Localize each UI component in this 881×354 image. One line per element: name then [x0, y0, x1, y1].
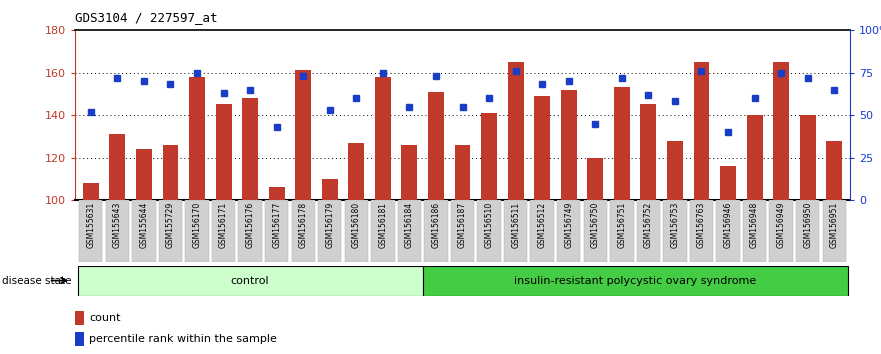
Bar: [216, 104, 232, 200]
Text: GSM156949: GSM156949: [777, 202, 786, 248]
Bar: [746, 115, 763, 200]
Bar: [159, 200, 182, 262]
Text: GSM156512: GSM156512: [537, 202, 547, 248]
Bar: [720, 166, 736, 200]
Text: GSM155729: GSM155729: [166, 202, 175, 248]
Bar: [292, 200, 315, 262]
Bar: [425, 200, 448, 262]
Bar: [344, 200, 368, 262]
Bar: [611, 200, 633, 262]
Bar: [318, 200, 342, 262]
Text: GSM156511: GSM156511: [511, 202, 520, 248]
Bar: [322, 179, 337, 200]
Text: GSM155631: GSM155631: [86, 202, 95, 248]
Bar: [583, 200, 607, 262]
Text: GSM156170: GSM156170: [193, 202, 202, 248]
Bar: [189, 77, 205, 200]
Text: GSM156749: GSM156749: [564, 202, 574, 248]
Bar: [375, 77, 391, 200]
Bar: [185, 200, 209, 262]
Bar: [693, 62, 709, 200]
Bar: [423, 266, 848, 296]
Bar: [79, 200, 102, 262]
Text: GSM156186: GSM156186: [432, 202, 440, 248]
Bar: [451, 200, 474, 262]
Bar: [78, 266, 423, 296]
Text: GDS3104 / 227597_at: GDS3104 / 227597_at: [75, 11, 218, 24]
Text: GSM156750: GSM156750: [591, 202, 600, 248]
Text: GSM156187: GSM156187: [458, 202, 467, 248]
Text: GSM155644: GSM155644: [139, 202, 148, 248]
Text: GSM156176: GSM156176: [246, 202, 255, 248]
Text: GSM156948: GSM156948: [750, 202, 759, 248]
Text: GSM156946: GSM156946: [723, 202, 732, 248]
Bar: [239, 200, 262, 262]
Bar: [109, 134, 125, 200]
Bar: [530, 200, 554, 262]
Text: control: control: [231, 275, 270, 286]
Text: GSM156510: GSM156510: [485, 202, 493, 248]
Bar: [743, 200, 766, 262]
Text: GSM156752: GSM156752: [644, 202, 653, 248]
Bar: [507, 62, 523, 200]
Bar: [265, 200, 288, 262]
Bar: [162, 145, 179, 200]
Bar: [769, 200, 793, 262]
Bar: [667, 141, 683, 200]
Bar: [397, 200, 421, 262]
Text: GSM156171: GSM156171: [219, 202, 228, 248]
Bar: [663, 200, 686, 262]
Bar: [557, 200, 581, 262]
Bar: [504, 200, 528, 262]
Bar: [800, 115, 816, 200]
Bar: [348, 143, 364, 200]
Bar: [75, 312, 84, 325]
Text: GSM156763: GSM156763: [697, 202, 706, 248]
Text: disease state: disease state: [2, 275, 71, 286]
Bar: [371, 200, 395, 262]
Bar: [136, 149, 152, 200]
Text: GSM156751: GSM156751: [618, 202, 626, 248]
Bar: [242, 98, 258, 200]
Bar: [716, 200, 740, 262]
Text: GSM156951: GSM156951: [830, 202, 839, 248]
Text: GSM156178: GSM156178: [299, 202, 307, 248]
Text: GSM156181: GSM156181: [378, 202, 388, 248]
Bar: [402, 145, 418, 200]
Text: GSM156180: GSM156180: [352, 202, 361, 248]
Text: GSM156950: GSM156950: [803, 202, 812, 248]
Bar: [826, 141, 842, 200]
Bar: [75, 332, 84, 346]
Bar: [588, 158, 603, 200]
Bar: [478, 200, 500, 262]
Bar: [83, 183, 99, 200]
Bar: [561, 90, 577, 200]
Bar: [637, 200, 660, 262]
Bar: [295, 70, 311, 200]
Bar: [269, 187, 285, 200]
Bar: [796, 200, 819, 262]
Bar: [614, 87, 630, 200]
Bar: [106, 200, 129, 262]
Text: GSM156179: GSM156179: [325, 202, 334, 248]
Bar: [455, 145, 470, 200]
Bar: [481, 113, 497, 200]
Bar: [690, 200, 713, 262]
Text: count: count: [89, 313, 121, 323]
Text: percentile rank within the sample: percentile rank within the sample: [89, 334, 277, 344]
Bar: [534, 96, 550, 200]
Bar: [640, 104, 656, 200]
Text: insulin-resistant polycystic ovary syndrome: insulin-resistant polycystic ovary syndr…: [514, 275, 756, 286]
Text: GSM156753: GSM156753: [670, 202, 679, 248]
Text: GSM156184: GSM156184: [405, 202, 414, 248]
Bar: [774, 62, 789, 200]
Bar: [132, 200, 156, 262]
Text: GSM155643: GSM155643: [113, 202, 122, 248]
Text: GSM156177: GSM156177: [272, 202, 281, 248]
Bar: [428, 92, 444, 200]
Bar: [212, 200, 235, 262]
Bar: [823, 200, 846, 262]
